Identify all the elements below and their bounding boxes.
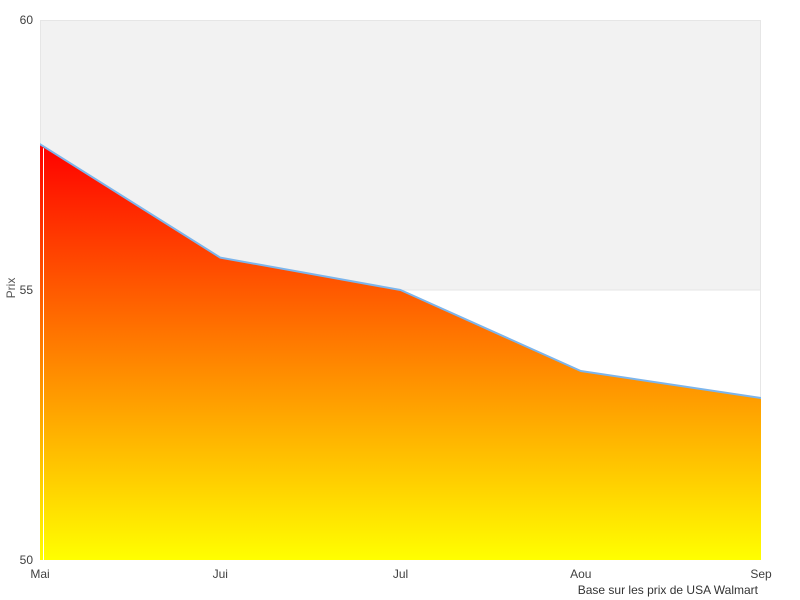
x-tick-label: Jul	[392, 567, 409, 581]
plot-area	[40, 20, 761, 560]
chart-caption: Base sur les prix de USA Walmart	[577, 583, 758, 597]
y-tick-label: 50	[19, 553, 33, 567]
y-tick-label: 55	[19, 283, 33, 297]
x-tick-label: Sep	[750, 567, 772, 581]
x-tick-label: Aou	[570, 567, 592, 581]
x-tick-label: Jui	[212, 567, 228, 581]
series-line	[40, 143, 761, 399]
area-series	[40, 144, 761, 560]
y-tick-label: 60	[19, 13, 33, 27]
x-tick-label: Mai	[30, 567, 50, 581]
